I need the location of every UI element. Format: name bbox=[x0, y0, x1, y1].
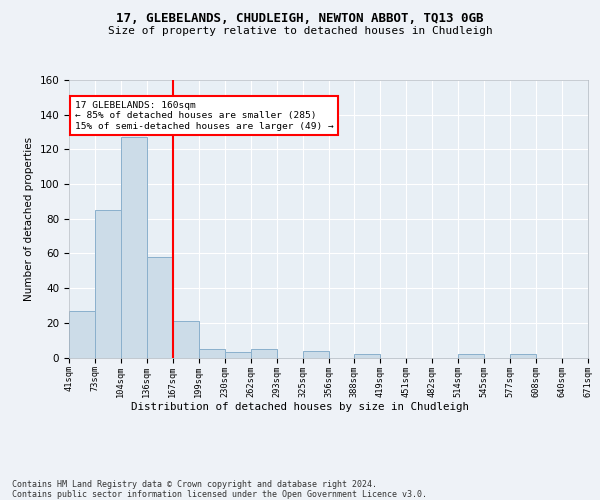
Bar bbox=[199, 349, 224, 358]
Bar bbox=[173, 321, 199, 358]
Bar bbox=[302, 350, 329, 358]
Text: 17, GLEBELANDS, CHUDLEIGH, NEWTON ABBOT, TQ13 0GB: 17, GLEBELANDS, CHUDLEIGH, NEWTON ABBOT,… bbox=[116, 12, 484, 26]
Bar bbox=[510, 354, 536, 358]
Text: Size of property relative to detached houses in Chudleigh: Size of property relative to detached ho… bbox=[107, 26, 493, 36]
Bar bbox=[458, 354, 484, 358]
Y-axis label: Number of detached properties: Number of detached properties bbox=[24, 136, 34, 301]
Bar bbox=[147, 257, 173, 358]
Bar bbox=[225, 352, 251, 358]
Bar bbox=[95, 210, 121, 358]
Bar bbox=[251, 349, 277, 358]
Bar bbox=[69, 310, 95, 358]
Bar bbox=[121, 137, 147, 358]
Text: Distribution of detached houses by size in Chudleigh: Distribution of detached houses by size … bbox=[131, 402, 469, 412]
Bar bbox=[355, 354, 380, 358]
Text: Contains HM Land Registry data © Crown copyright and database right 2024.
Contai: Contains HM Land Registry data © Crown c… bbox=[12, 480, 427, 499]
Text: 17 GLEBELANDS: 160sqm
← 85% of detached houses are smaller (285)
15% of semi-det: 17 GLEBELANDS: 160sqm ← 85% of detached … bbox=[75, 101, 334, 130]
